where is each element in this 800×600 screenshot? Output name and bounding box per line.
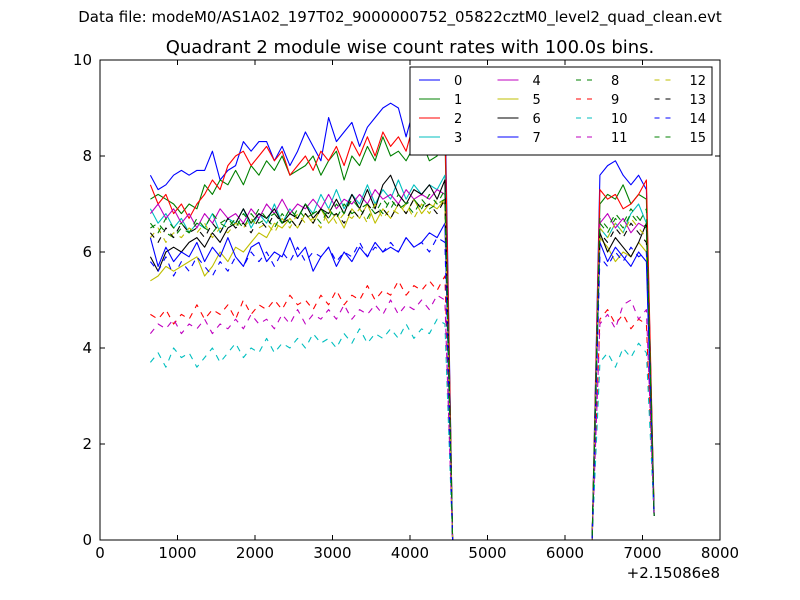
series-line-1 (150, 131, 655, 541)
legend-label-12: 12 (690, 74, 707, 89)
series-line-9 (150, 275, 655, 541)
legend-label-6: 6 (533, 112, 541, 127)
x-tick-label: 6000 (546, 544, 584, 562)
legend-frame (409, 66, 713, 156)
series-line-12 (149, 198, 655, 541)
x-tick-label: 4000 (391, 544, 429, 562)
x-tick-label: 2000 (236, 544, 274, 562)
series-line-14 (149, 237, 655, 541)
legend-label-5: 5 (533, 93, 541, 108)
x-tick-label: 5000 (468, 544, 506, 562)
legend-label-10: 10 (611, 112, 628, 127)
y-tick-label: 6 (82, 243, 92, 261)
series-line-2 (149, 117, 655, 541)
y-tick-label: 4 (82, 339, 92, 357)
legend-label-9: 9 (611, 93, 619, 108)
series-line-13 (149, 198, 655, 541)
legend-label-0: 0 (454, 74, 462, 89)
series-line-10 (149, 318, 655, 541)
figure-suptitle: Data file: modeM0/AS1A02_197T02_90000007… (78, 8, 722, 26)
chart-title: Quadrant 2 module wise count rates with … (166, 37, 655, 58)
x-tick-label: 3000 (313, 544, 351, 562)
x-tick-label: 8000 (701, 544, 739, 562)
legend-label-3: 3 (454, 131, 462, 146)
legend-label-13: 13 (690, 93, 707, 108)
series-line-5 (150, 198, 655, 541)
series-line-7 (149, 222, 655, 541)
x-tick-label: 1000 (158, 544, 196, 562)
legend-label-4: 4 (533, 74, 541, 89)
y-tick-label: 2 (82, 435, 92, 453)
x-tick-label: 7000 (623, 544, 661, 562)
y-tick-label: 10 (73, 51, 92, 69)
legend-label-11: 11 (611, 131, 628, 146)
legend-label-15: 15 (690, 131, 707, 146)
x-tick-label: 0 (95, 544, 105, 562)
legend-label-1: 1 (454, 93, 462, 108)
x-offset-label: +2.15086e8 (627, 564, 720, 582)
legend-label-2: 2 (454, 112, 462, 127)
series-line-3 (149, 174, 655, 541)
series-line-0 (149, 97, 655, 541)
series-line-8 (150, 198, 655, 541)
legend-label-14: 14 (690, 112, 707, 127)
legend-label-7: 7 (533, 131, 541, 146)
legend-label-8: 8 (611, 74, 619, 89)
y-tick-label: 0 (82, 531, 92, 549)
series-layer (149, 97, 655, 541)
y-tick-label: 8 (82, 147, 92, 165)
series-line-6 (149, 174, 655, 541)
